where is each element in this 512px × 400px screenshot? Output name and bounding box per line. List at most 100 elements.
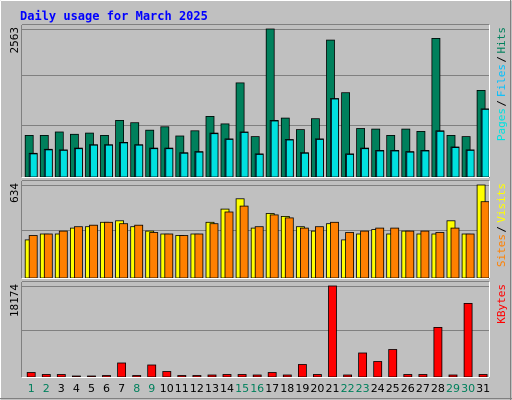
bar-sites-day-24 bbox=[375, 227, 385, 279]
day-label-27: 27 bbox=[416, 382, 430, 395]
bar-kbytes-day-9 bbox=[147, 364, 157, 378]
bar-pages-day-2 bbox=[44, 149, 53, 178]
bar-pages-day-3 bbox=[59, 149, 68, 178]
bar-pages-day-26 bbox=[406, 151, 415, 178]
bar-kbytes-day-1 bbox=[26, 372, 36, 378]
bar-pages-day-29 bbox=[451, 147, 460, 178]
bar-pages-day-24 bbox=[376, 150, 385, 178]
bar-pages-day-31 bbox=[481, 109, 490, 178]
day-label-21: 21 bbox=[326, 382, 340, 395]
day-label-10: 10 bbox=[160, 382, 174, 395]
day-label-24: 24 bbox=[371, 382, 385, 395]
day-labels: 1 2 3 4 5 6 7 8 9 10 11 12 13 14 15 16 17 18 19 20 21 22 23 24 2… bbox=[28, 382, 490, 395]
day-label-9: 9 bbox=[148, 382, 155, 395]
legend-sites: Sites bbox=[495, 234, 508, 267]
bar-sites-day-12 bbox=[194, 233, 204, 279]
bar-kbytes-day-31 bbox=[478, 374, 488, 378]
day-label-11: 11 bbox=[175, 382, 189, 395]
bar-pages-day-17 bbox=[270, 120, 279, 178]
bar-kbytes-day-28 bbox=[433, 326, 443, 378]
day-label-14: 14 bbox=[220, 382, 234, 395]
day-label-13: 13 bbox=[205, 382, 219, 395]
panel-transfer: 18174 KBytes bbox=[8, 281, 508, 378]
legend-separator: / bbox=[495, 100, 508, 107]
bar-pages-day-15 bbox=[240, 132, 249, 178]
bar-sites-day-29 bbox=[450, 227, 460, 279]
day-label-28: 28 bbox=[431, 382, 445, 395]
day-label-19: 19 bbox=[295, 382, 309, 395]
bar-sites-day-21 bbox=[330, 221, 339, 279]
day-label-1: 1 bbox=[28, 382, 35, 395]
day-label-31: 31 bbox=[476, 382, 490, 395]
panel-usage: 2563 Hits/Files/Pages bbox=[8, 24, 508, 178]
day-label-23: 23 bbox=[356, 382, 370, 395]
bar-kbytes-day-29 bbox=[448, 374, 458, 378]
bar-pages-day-23 bbox=[361, 148, 370, 178]
bar-kbytes-day-30 bbox=[463, 302, 473, 378]
day-label-25: 25 bbox=[386, 382, 400, 395]
chart-title: Daily usage for March 2025 bbox=[20, 9, 208, 23]
bar-pages-day-27 bbox=[421, 150, 430, 178]
bar-pages-day-10 bbox=[165, 148, 174, 178]
bar-sites-day-7 bbox=[119, 223, 128, 279]
bar-sites-day-26 bbox=[405, 230, 415, 279]
day-label-8: 8 bbox=[133, 382, 140, 395]
day-label-18: 18 bbox=[280, 382, 294, 395]
day-label-26: 26 bbox=[401, 382, 415, 395]
bar-pages-day-5 bbox=[90, 144, 98, 178]
bar-kbytes-day-5 bbox=[87, 375, 96, 378]
bar-pages-day-14 bbox=[225, 139, 234, 178]
day-label-22: 22 bbox=[341, 382, 355, 395]
ymax-label-transfer: 18174 bbox=[8, 284, 21, 317]
bar-kbytes-day-2 bbox=[41, 374, 51, 378]
bar-kbytes-day-15 bbox=[237, 374, 247, 378]
bar-kbytes-day-25 bbox=[388, 349, 398, 378]
bar-sites-day-17 bbox=[269, 214, 279, 279]
bar-kbytes-day-8 bbox=[132, 375, 142, 378]
bar-pages-day-18 bbox=[285, 139, 294, 178]
bar-kbytes-day-21 bbox=[328, 285, 337, 378]
panel-background bbox=[22, 282, 489, 377]
bar-kbytes-day-6 bbox=[102, 375, 111, 378]
day-label-29: 29 bbox=[446, 382, 460, 395]
day-label-2: 2 bbox=[43, 382, 50, 395]
bar-sites-day-10 bbox=[164, 233, 174, 279]
bar-kbytes-day-23 bbox=[358, 352, 368, 378]
bar-sites-day-30 bbox=[465, 233, 475, 279]
bar-kbytes-day-27 bbox=[418, 374, 428, 378]
bar-kbytes-day-20 bbox=[312, 374, 322, 378]
bar-sites-day-11 bbox=[179, 235, 189, 279]
day-label-7: 7 bbox=[118, 382, 125, 395]
bar-kbytes-day-13 bbox=[207, 374, 217, 378]
bar-kbytes-day-7 bbox=[117, 362, 126, 378]
bar-pages-day-16 bbox=[255, 154, 264, 178]
bar-pages-day-25 bbox=[391, 150, 400, 178]
bar-sites-day-31 bbox=[480, 201, 490, 279]
bar-sites-day-9 bbox=[149, 232, 159, 279]
bar-sites-day-22 bbox=[345, 232, 355, 279]
day-label-15: 15 bbox=[235, 382, 249, 395]
day-label-30: 30 bbox=[461, 382, 475, 395]
bar-kbytes-day-17 bbox=[267, 372, 277, 378]
bar-pages-day-4 bbox=[75, 148, 83, 178]
bar-pages-day-11 bbox=[180, 152, 189, 178]
ymax-label-usage: 2563 bbox=[8, 27, 21, 54]
bar-kbytes-day-3 bbox=[56, 374, 66, 378]
legend-files: Files bbox=[495, 64, 508, 97]
legend-hits: Hits bbox=[495, 27, 508, 54]
bar-kbytes-day-19 bbox=[297, 364, 307, 378]
day-label-3: 3 bbox=[58, 382, 65, 395]
bar-kbytes-day-10 bbox=[162, 371, 172, 378]
bar-sites-day-5 bbox=[89, 224, 98, 279]
bar-sites-day-14 bbox=[224, 211, 234, 279]
bar-sites-day-27 bbox=[420, 230, 430, 279]
bar-sites-day-3 bbox=[58, 230, 68, 279]
legend-visits: Visits bbox=[495, 183, 508, 223]
day-label-17: 17 bbox=[265, 382, 279, 395]
bar-sites-day-1 bbox=[28, 235, 38, 279]
bar-kbytes-day-26 bbox=[403, 374, 413, 378]
bar-pages-day-6 bbox=[105, 144, 113, 178]
day-label-12: 12 bbox=[190, 382, 204, 395]
